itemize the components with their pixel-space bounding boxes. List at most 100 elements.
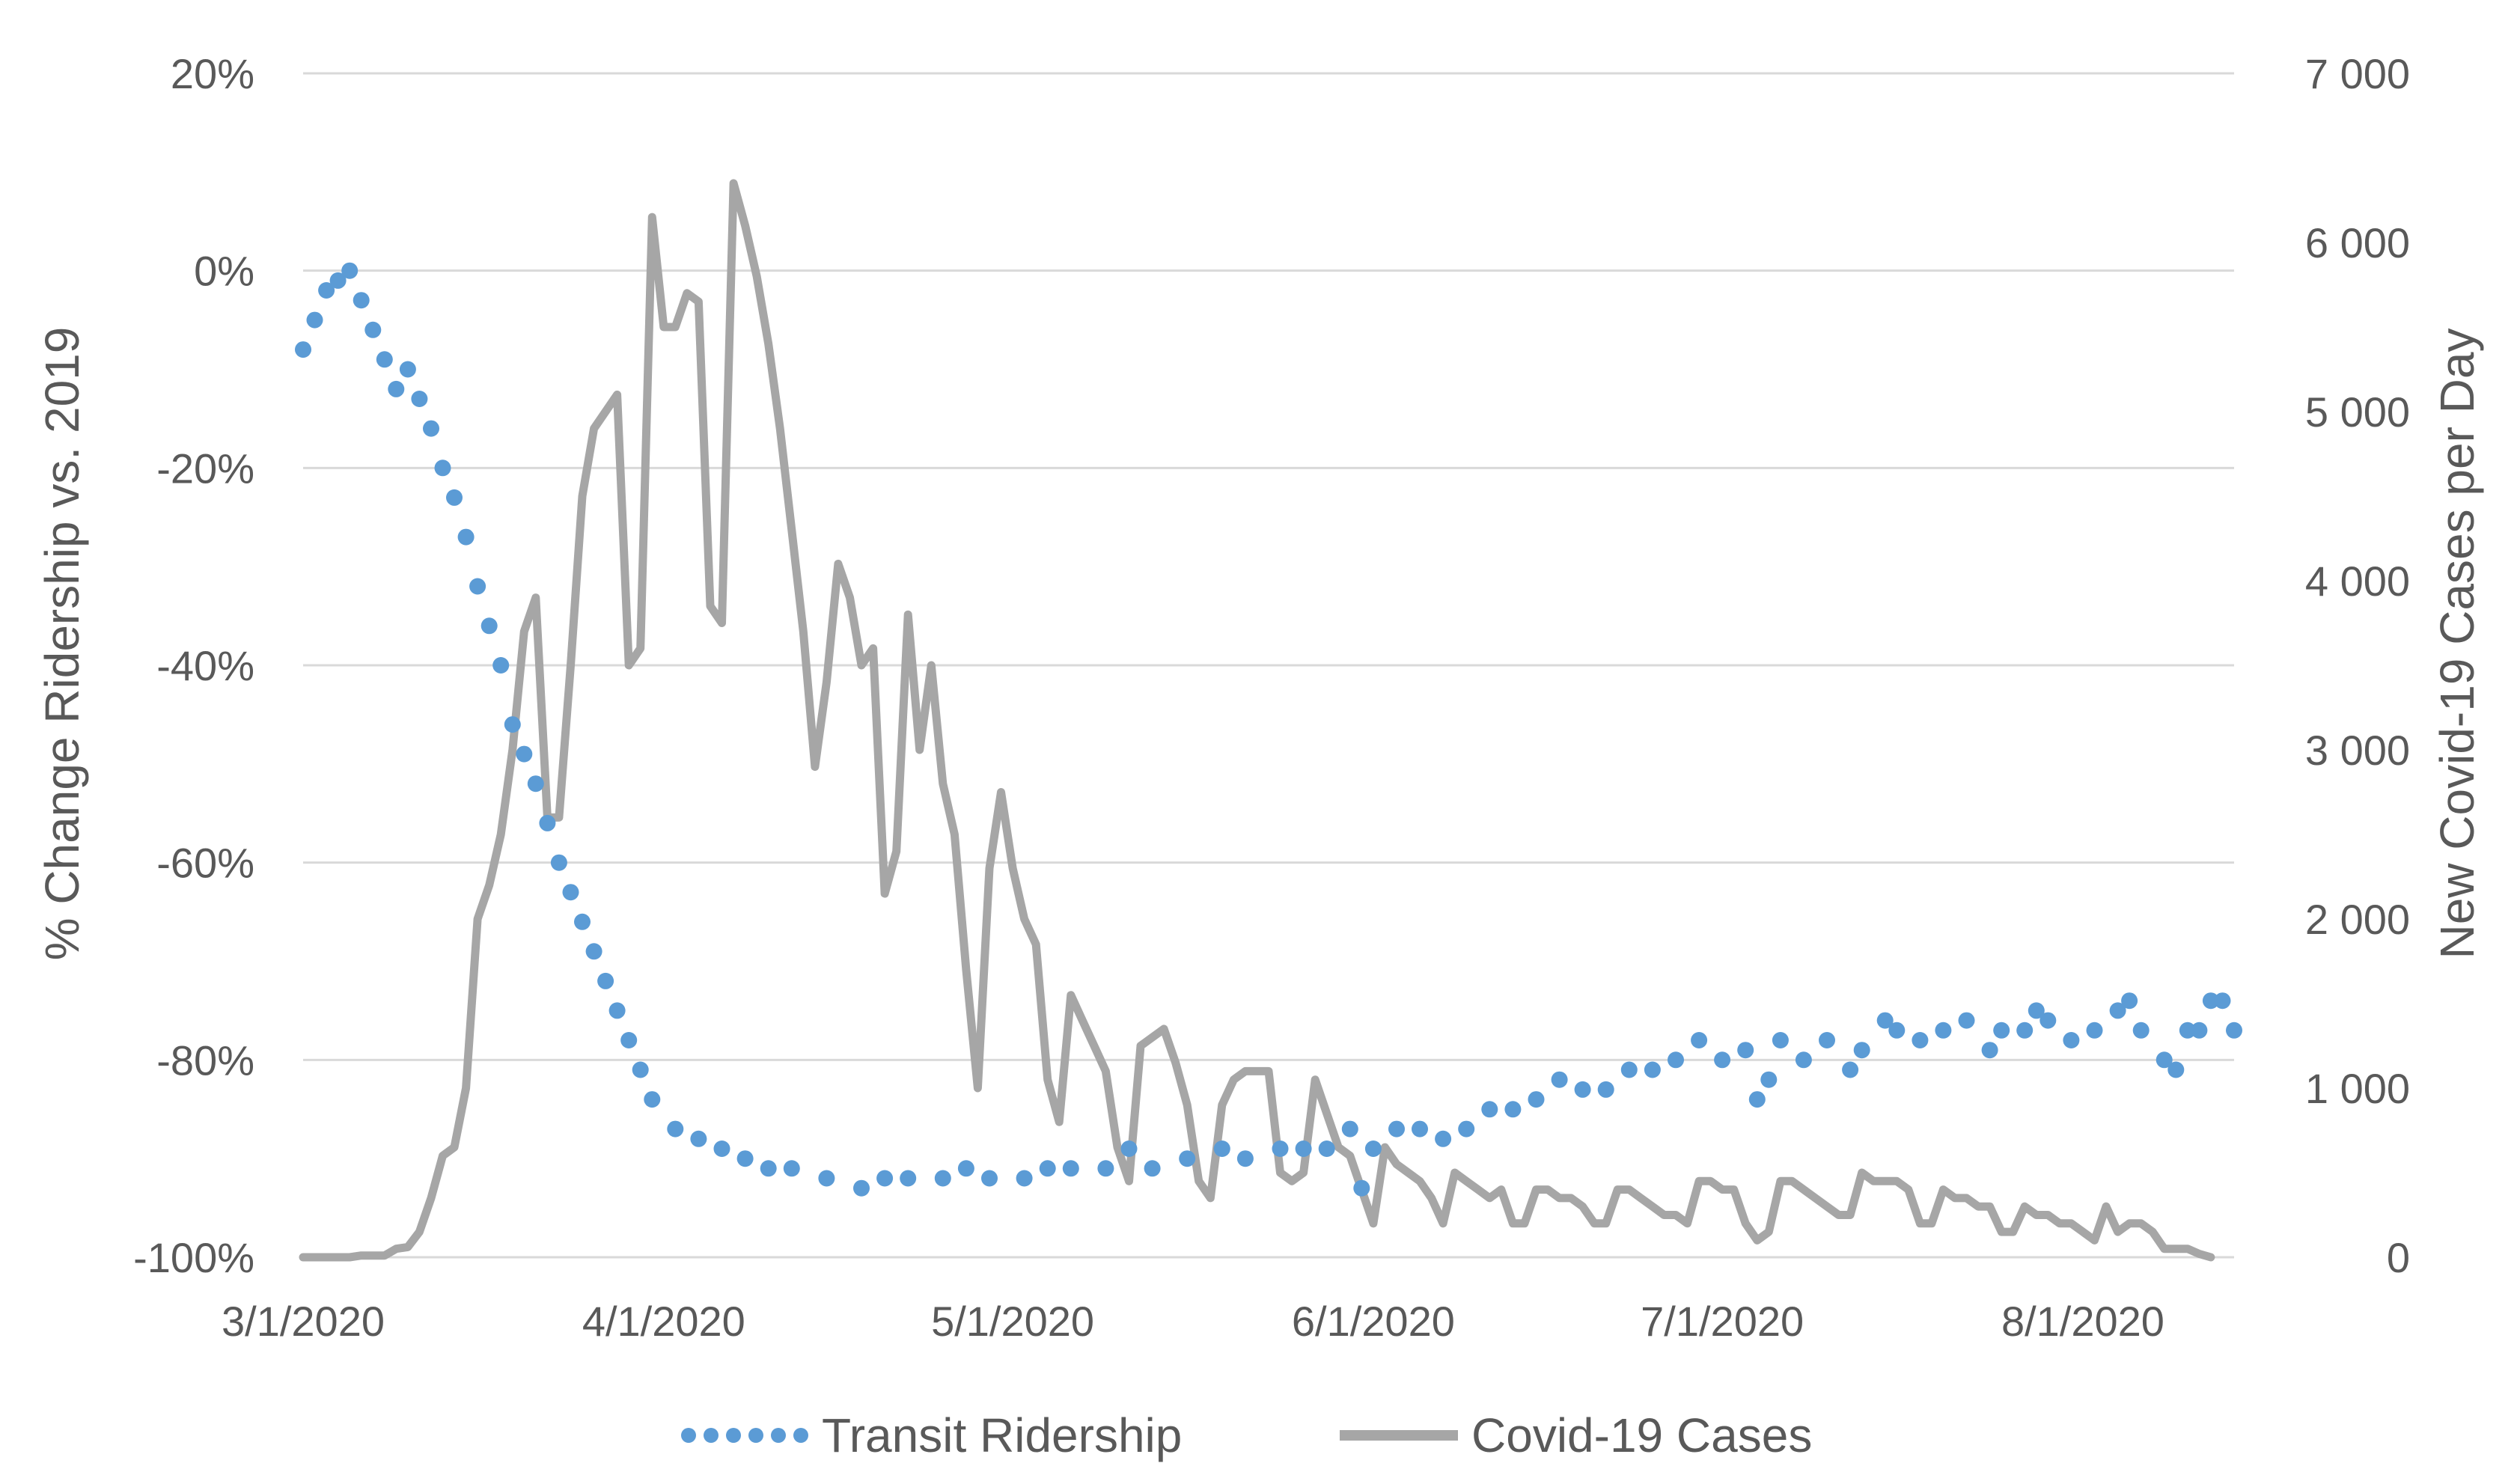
ridership-point — [1935, 1022, 1952, 1039]
ridership-point — [353, 292, 370, 309]
ridership-point — [329, 272, 347, 289]
left-tick-label: 0% — [194, 248, 254, 295]
left-axis-tick-labels: 20% 0% -20% -40% -60% -80% -100% — [133, 50, 254, 1281]
ridership-point — [1853, 1042, 1870, 1059]
ridership-point — [492, 657, 510, 674]
ridership-point — [1748, 1091, 1766, 1108]
ridership-point — [469, 578, 486, 595]
ridership-point — [1179, 1150, 1196, 1167]
right-tick-label: 4 000 — [2305, 558, 2410, 605]
right-tick-label: 2 000 — [2305, 896, 2410, 943]
right-tick-label: 5 000 — [2305, 388, 2410, 436]
ridership-point — [644, 1091, 661, 1108]
ridership-point — [1888, 1022, 1906, 1039]
ridership-point — [1795, 1051, 1812, 1069]
legend-dot — [771, 1428, 786, 1443]
ridership-point — [2121, 992, 2138, 1010]
x-tick-label: 5/1/2020 — [931, 1298, 1094, 1345]
ridership-point — [2202, 992, 2219, 1010]
ridership-point — [760, 1160, 777, 1177]
ridership-point — [667, 1120, 684, 1138]
ridership-point — [1039, 1160, 1056, 1177]
ridership-point — [388, 380, 405, 397]
ridership-point — [527, 775, 544, 793]
ridership-point — [957, 1160, 974, 1177]
ridership-point — [2063, 1032, 2080, 1048]
left-tick-label: 20% — [171, 50, 254, 97]
ridership-point — [818, 1170, 835, 1187]
ridership-point — [1981, 1042, 1998, 1059]
left-tick-label: -80% — [156, 1036, 254, 1084]
right-axis-title: New Covid-19 Cases per Day — [2430, 329, 2484, 959]
ridership-point — [900, 1170, 917, 1187]
ridership-point — [632, 1061, 649, 1078]
ridership-point — [411, 391, 428, 407]
ridership-point — [1876, 1012, 1894, 1029]
ridership-point — [318, 282, 335, 299]
ridership-point — [2179, 1022, 2196, 1039]
legend-dot — [793, 1428, 808, 1443]
ridership-point — [446, 489, 463, 506]
legend-dot — [726, 1428, 741, 1443]
x-tick-label: 8/1/2020 — [2001, 1298, 2164, 1345]
legend-dot — [748, 1428, 763, 1443]
ridership-point — [2226, 1022, 2242, 1039]
right-tick-label: 7 000 — [2305, 50, 2410, 97]
ridership-point — [1620, 1061, 1638, 1078]
ridership-point — [341, 262, 359, 279]
ridership-point — [1120, 1140, 1138, 1157]
right-tick-label: 6 000 — [2305, 219, 2410, 266]
x-tick-label: 6/1/2020 — [1292, 1298, 1455, 1345]
ridership-point — [1819, 1032, 1835, 1048]
legend: Transit Ridership Covid-19 Cases — [681, 1408, 1812, 1462]
ridership-point — [457, 528, 475, 546]
plot-area — [295, 179, 2242, 1262]
ridership-point — [295, 341, 311, 358]
right-tick-label: 3 000 — [2305, 727, 2410, 774]
ridership-point — [853, 1179, 870, 1197]
ridership-point — [585, 943, 602, 960]
ridership-point — [1435, 1130, 1452, 1147]
ridership-point — [690, 1130, 707, 1147]
ridership-point — [2156, 1051, 2173, 1069]
ridership-point — [504, 716, 521, 733]
ridership-point — [574, 913, 591, 930]
ridership-point — [1528, 1091, 1545, 1108]
ridership-point — [1412, 1120, 1428, 1138]
ridership-point — [306, 311, 323, 329]
ridership-point — [1551, 1071, 1568, 1088]
ridership-point — [1504, 1101, 1522, 1118]
ridership-point — [1062, 1160, 1079, 1177]
x-axis-tick-labels: 3/1/2020 4/1/2020 5/1/2020 6/1/2020 7/1/2020… — [222, 1298, 2164, 1345]
legend-dot — [681, 1428, 696, 1443]
legend-item-transit-ridership: Transit Ridership — [681, 1408, 1182, 1462]
ridership-point — [934, 1170, 951, 1187]
series-line-covid-cases — [299, 179, 2215, 1262]
left-axis-title: % Change Ridership vs. 2019 — [35, 327, 89, 961]
ridership-point — [736, 1150, 754, 1167]
ridership-point — [1714, 1051, 1731, 1069]
ridership-point — [1295, 1140, 1312, 1157]
ridership-point — [539, 814, 556, 831]
x-tick-label: 3/1/2020 — [222, 1298, 385, 1345]
x-tick-label: 4/1/2020 — [582, 1298, 745, 1345]
ridership-point — [1668, 1051, 1684, 1069]
ridership-point — [2016, 1022, 2034, 1039]
ridership-point — [1341, 1120, 1358, 1138]
ridership-point — [608, 1002, 626, 1019]
ridership-point — [713, 1140, 730, 1157]
ridership-point — [1574, 1081, 1591, 1098]
legend-swatch-dotted — [681, 1428, 808, 1443]
ridership-point — [1912, 1032, 1929, 1048]
ridership-point — [1691, 1032, 1708, 1048]
right-tick-label: 0 — [2387, 1234, 2410, 1281]
right-axis-tick-labels: 7 000 6 000 5 000 4 000 3 000 2 000 1 000 0 — [2305, 50, 2410, 1281]
ridership-point — [1644, 1061, 1661, 1078]
left-tick-label: -20% — [156, 445, 254, 492]
ridership-point — [2086, 1022, 2103, 1039]
ridership-point — [597, 972, 614, 989]
ridership-point — [1481, 1101, 1498, 1118]
ridership-point — [1737, 1042, 1754, 1059]
ridership-point — [1364, 1140, 1382, 1157]
ridership-point — [1236, 1150, 1254, 1167]
